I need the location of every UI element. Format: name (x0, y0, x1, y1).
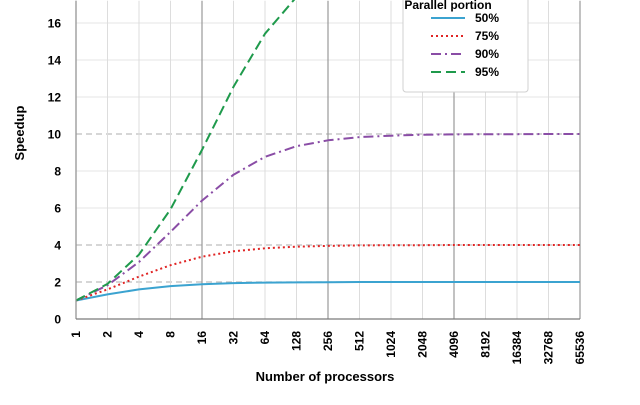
x-tick-label: 32 (227, 331, 241, 345)
series-line-90pct (76, 133, 580, 302)
x-tick-label: 256 (321, 331, 335, 351)
y-axis-title: Speedup (12, 105, 27, 160)
legend-box (402, 0, 529, 93)
x-axis-title: Number of processors (256, 369, 395, 384)
x-tick-label: 1024 (384, 331, 398, 358)
legend-title: Parallel portion (404, 0, 491, 12)
legend-items: 50% 75% 90% 95% (431, 11, 499, 79)
legend-label: 75% (475, 29, 499, 43)
x-tick-label: 8 (164, 331, 178, 338)
series-layer (76, 0, 580, 302)
y-tick-label: 8 (54, 165, 61, 179)
grid-layer (75, 0, 581, 319)
y-tick-label: 2 (54, 276, 61, 290)
x-tick-label: 8192 (479, 331, 493, 358)
x-tick-label: 1 (69, 331, 83, 338)
x-tick-label: 32768 (542, 331, 556, 365)
x-tick-label: 2 (101, 331, 115, 338)
x-tick-label: 128 (290, 331, 304, 351)
x-tick-label: 16 (195, 331, 209, 345)
series-line-50pct (76, 281, 580, 302)
y-tick-label: 16 (48, 17, 62, 31)
legend-label: 50% (475, 11, 499, 25)
x-tick-label: 512 (353, 331, 367, 351)
x-tick-label: 64 (258, 331, 272, 345)
legend-label: 95% (475, 65, 499, 79)
y-tick-label: 10 (48, 128, 62, 142)
y-tick-label: 14 (48, 54, 62, 68)
x-tick-label: 4 (132, 331, 146, 338)
y-tick-label: 12 (48, 91, 62, 105)
x-tick-label: 65536 (573, 331, 587, 365)
y-tick-label: 4 (54, 239, 61, 253)
y-tick-label: 6 (54, 202, 61, 216)
legend-label: 90% (475, 47, 499, 61)
series-line-75pct (76, 244, 580, 302)
x-tick-label: 16384 (510, 331, 524, 365)
x-tick-label: 2048 (416, 331, 430, 358)
x-tick-label: 4096 (447, 331, 461, 358)
legend: Parallel portion 50% 75% 90% 95% (402, 0, 529, 93)
y-tick-label: 0 (54, 313, 61, 327)
